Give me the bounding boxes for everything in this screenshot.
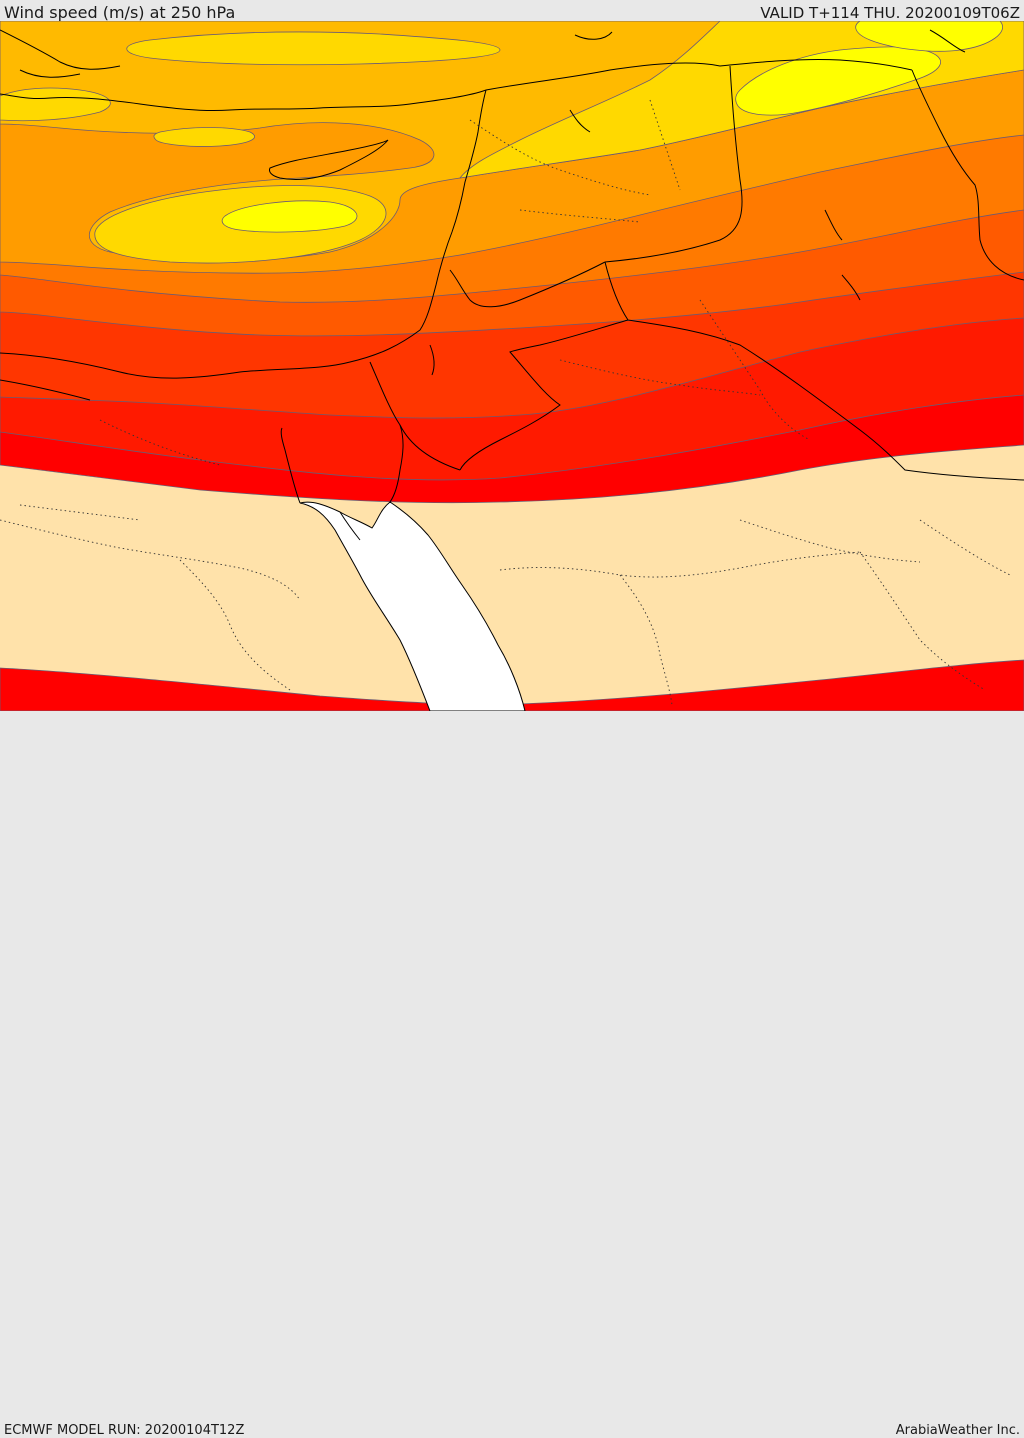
map-title: Wind speed (m/s) at 250 hPa <box>4 3 236 22</box>
country-borders <box>0 58 1024 541</box>
model-run-label: ECMWF MODEL RUN: 20200104T12Z <box>4 1423 245 1438</box>
band-5-north-strip <box>126 31 501 66</box>
red-sea <box>299 501 526 711</box>
band-4-north <box>735 46 942 116</box>
coastlines <box>0 29 966 379</box>
header-bar: Wind speed (m/s) at 250 hPa VALID T+114 … <box>0 0 1024 22</box>
band-4-north2 <box>855 21 1003 52</box>
valid-time: VALID T+114 THU. 20200109T06Z <box>760 4 1020 22</box>
provincial-boundaries <box>0 99 1011 706</box>
band-jet-south <box>0 659 1024 711</box>
credit-label: ArabiaWeather Inc. <box>895 1423 1020 1438</box>
band-5-anatolia <box>153 127 255 147</box>
band-5-aegean <box>0 87 111 122</box>
band-4-core <box>221 200 358 233</box>
wind-speed-map <box>0 21 1024 711</box>
footer-bar: ECMWF MODEL RUN: 20200104T12Z ArabiaWeat… <box>0 711 1024 1438</box>
